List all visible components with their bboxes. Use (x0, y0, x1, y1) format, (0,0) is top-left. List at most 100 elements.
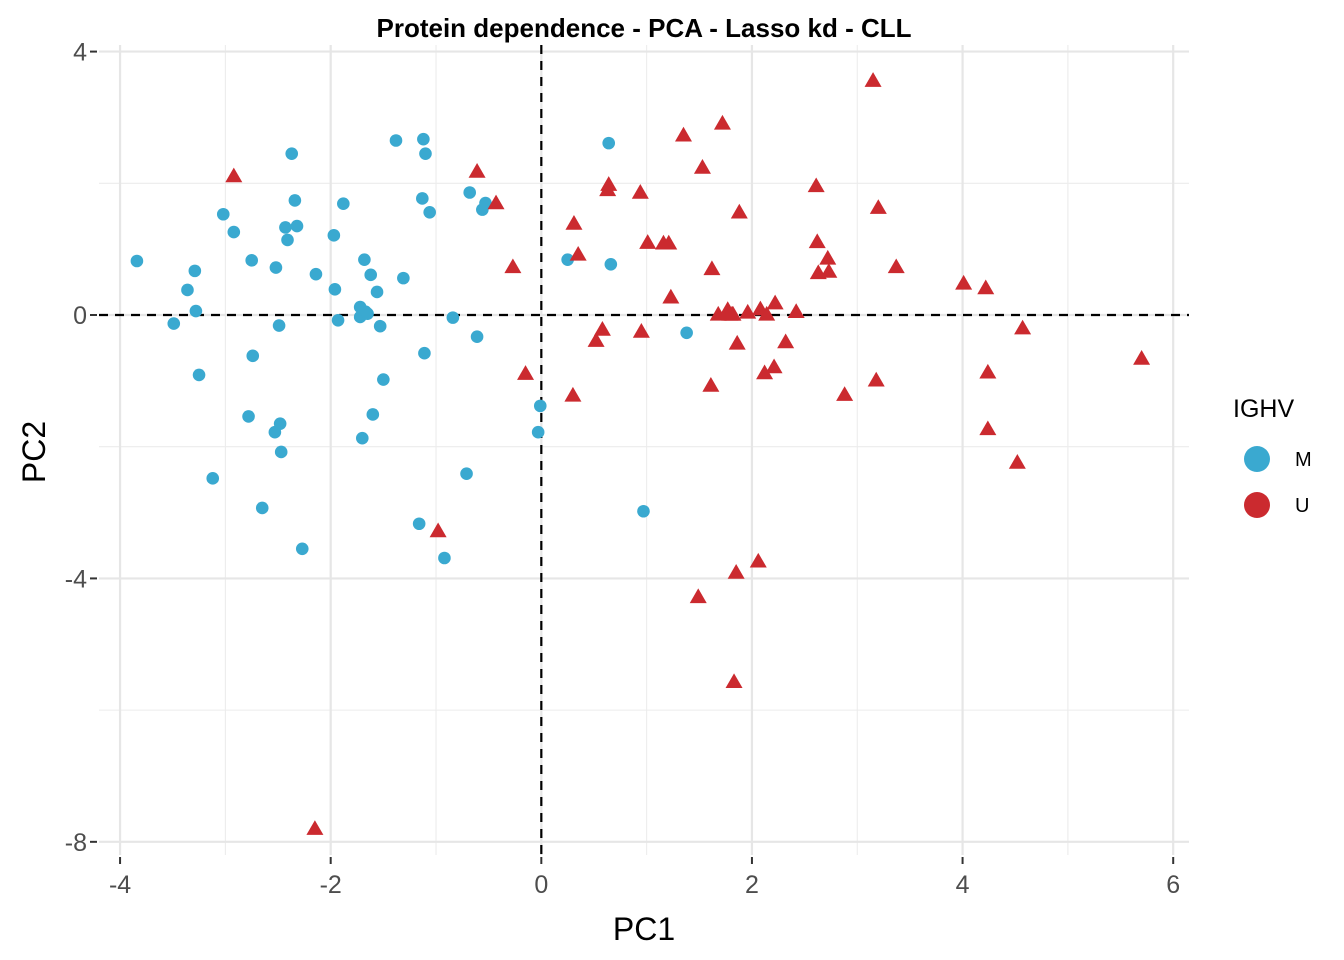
data-point-m (533, 399, 547, 413)
data-point-u (787, 303, 805, 318)
data-point-m (130, 254, 144, 268)
data-point-u (864, 72, 882, 87)
data-point-m (361, 307, 374, 320)
data-point-u (739, 303, 757, 319)
data-point-m (273, 417, 287, 430)
data-point-m (295, 542, 309, 556)
x-tick-label: 6 (1166, 871, 1180, 899)
data-point-m (637, 504, 650, 518)
data-point-u (869, 199, 887, 214)
data-point-u (777, 333, 795, 349)
data-point-m (337, 197, 350, 211)
x-tick-label: 4 (956, 871, 970, 899)
axes: -4 -2 0 2 4 6 4 0 -4 -8 (65, 39, 1180, 899)
data-point-u (569, 245, 587, 261)
data-point-u (765, 358, 783, 374)
data-point-u (631, 184, 649, 199)
data-point-u (468, 162, 486, 178)
data-point-m (285, 147, 299, 160)
data-point-m (389, 134, 403, 147)
data-point-m (470, 330, 484, 344)
data-point-m (373, 319, 387, 333)
data-point-m (331, 313, 345, 327)
data-point-m (216, 207, 230, 221)
data-point-m (460, 467, 473, 481)
data-point-u (564, 386, 582, 402)
data-point-u (1008, 454, 1026, 469)
data-point-u (674, 126, 692, 142)
data-point-m (355, 431, 369, 445)
data-point-u (632, 322, 650, 338)
data-point-u (662, 288, 680, 304)
data-point-m (281, 233, 294, 247)
legend-key-m (1244, 446, 1270, 472)
data-point-u (689, 588, 707, 604)
data-point-u (487, 194, 505, 210)
data-point-m (246, 349, 260, 363)
data-point-m (242, 410, 255, 423)
data-point-u (593, 321, 611, 336)
data-point-m (309, 267, 323, 281)
data-point-u (713, 114, 731, 130)
data-point-m (531, 425, 545, 439)
legend-key-u (1244, 492, 1270, 518)
data-point-m (446, 311, 460, 324)
data-point-u (724, 305, 742, 321)
legend-label-u: U (1295, 495, 1309, 517)
data-point-u (660, 234, 678, 250)
data-point-m (602, 136, 616, 150)
y-tick-label: -8 (65, 829, 87, 857)
data-point-m (189, 304, 203, 318)
data-point-u (1133, 349, 1151, 365)
data-point-m (181, 283, 194, 297)
legend-title: IGHV (1233, 395, 1294, 423)
x-tick-label: -4 (109, 871, 131, 899)
data-point-u (979, 420, 997, 436)
data-point-m (412, 517, 426, 531)
zero-reference-lines (99, 45, 1189, 855)
data-point-u (1014, 319, 1032, 335)
y-tick-label: 4 (73, 39, 87, 67)
data-point-m (438, 551, 451, 565)
data-point-u (725, 673, 743, 689)
data-point-u (727, 564, 745, 579)
series-m (130, 132, 693, 565)
data-point-m (561, 253, 574, 266)
data-point-m (358, 253, 371, 266)
data-point-m (418, 346, 431, 360)
x-tick-label: -2 (320, 871, 342, 899)
data-point-u (587, 332, 605, 347)
data-point-m (463, 186, 477, 199)
y-tick-label: -4 (65, 565, 87, 593)
data-point-u (758, 305, 776, 321)
data-point-m (377, 373, 390, 386)
data-point-u (955, 274, 973, 290)
data-point-m (366, 408, 380, 421)
grid (99, 45, 1189, 855)
data-point-u (600, 176, 618, 191)
data-point-m (604, 257, 618, 271)
data-point-u (766, 294, 784, 310)
data-point-m (255, 501, 269, 515)
y-tick-label: 0 (73, 302, 87, 330)
data-point-m (680, 326, 693, 340)
data-point-u (977, 279, 995, 295)
x-tick-label: 0 (534, 871, 548, 899)
data-point-u (730, 203, 748, 219)
data-points (130, 72, 1151, 835)
data-point-u (693, 159, 711, 174)
data-point-m (417, 132, 430, 146)
data-point-u (504, 258, 522, 274)
data-point-m (245, 254, 259, 267)
data-point-m (227, 225, 241, 239)
data-point-m (370, 285, 384, 299)
data-point-m (416, 192, 429, 205)
x-tick-label: 2 (745, 871, 759, 899)
data-point-u (836, 386, 854, 401)
data-point-u (517, 365, 535, 380)
data-point-u (702, 376, 720, 392)
data-point-m (206, 472, 220, 485)
data-point-u (728, 334, 746, 350)
data-point-m (167, 317, 181, 330)
